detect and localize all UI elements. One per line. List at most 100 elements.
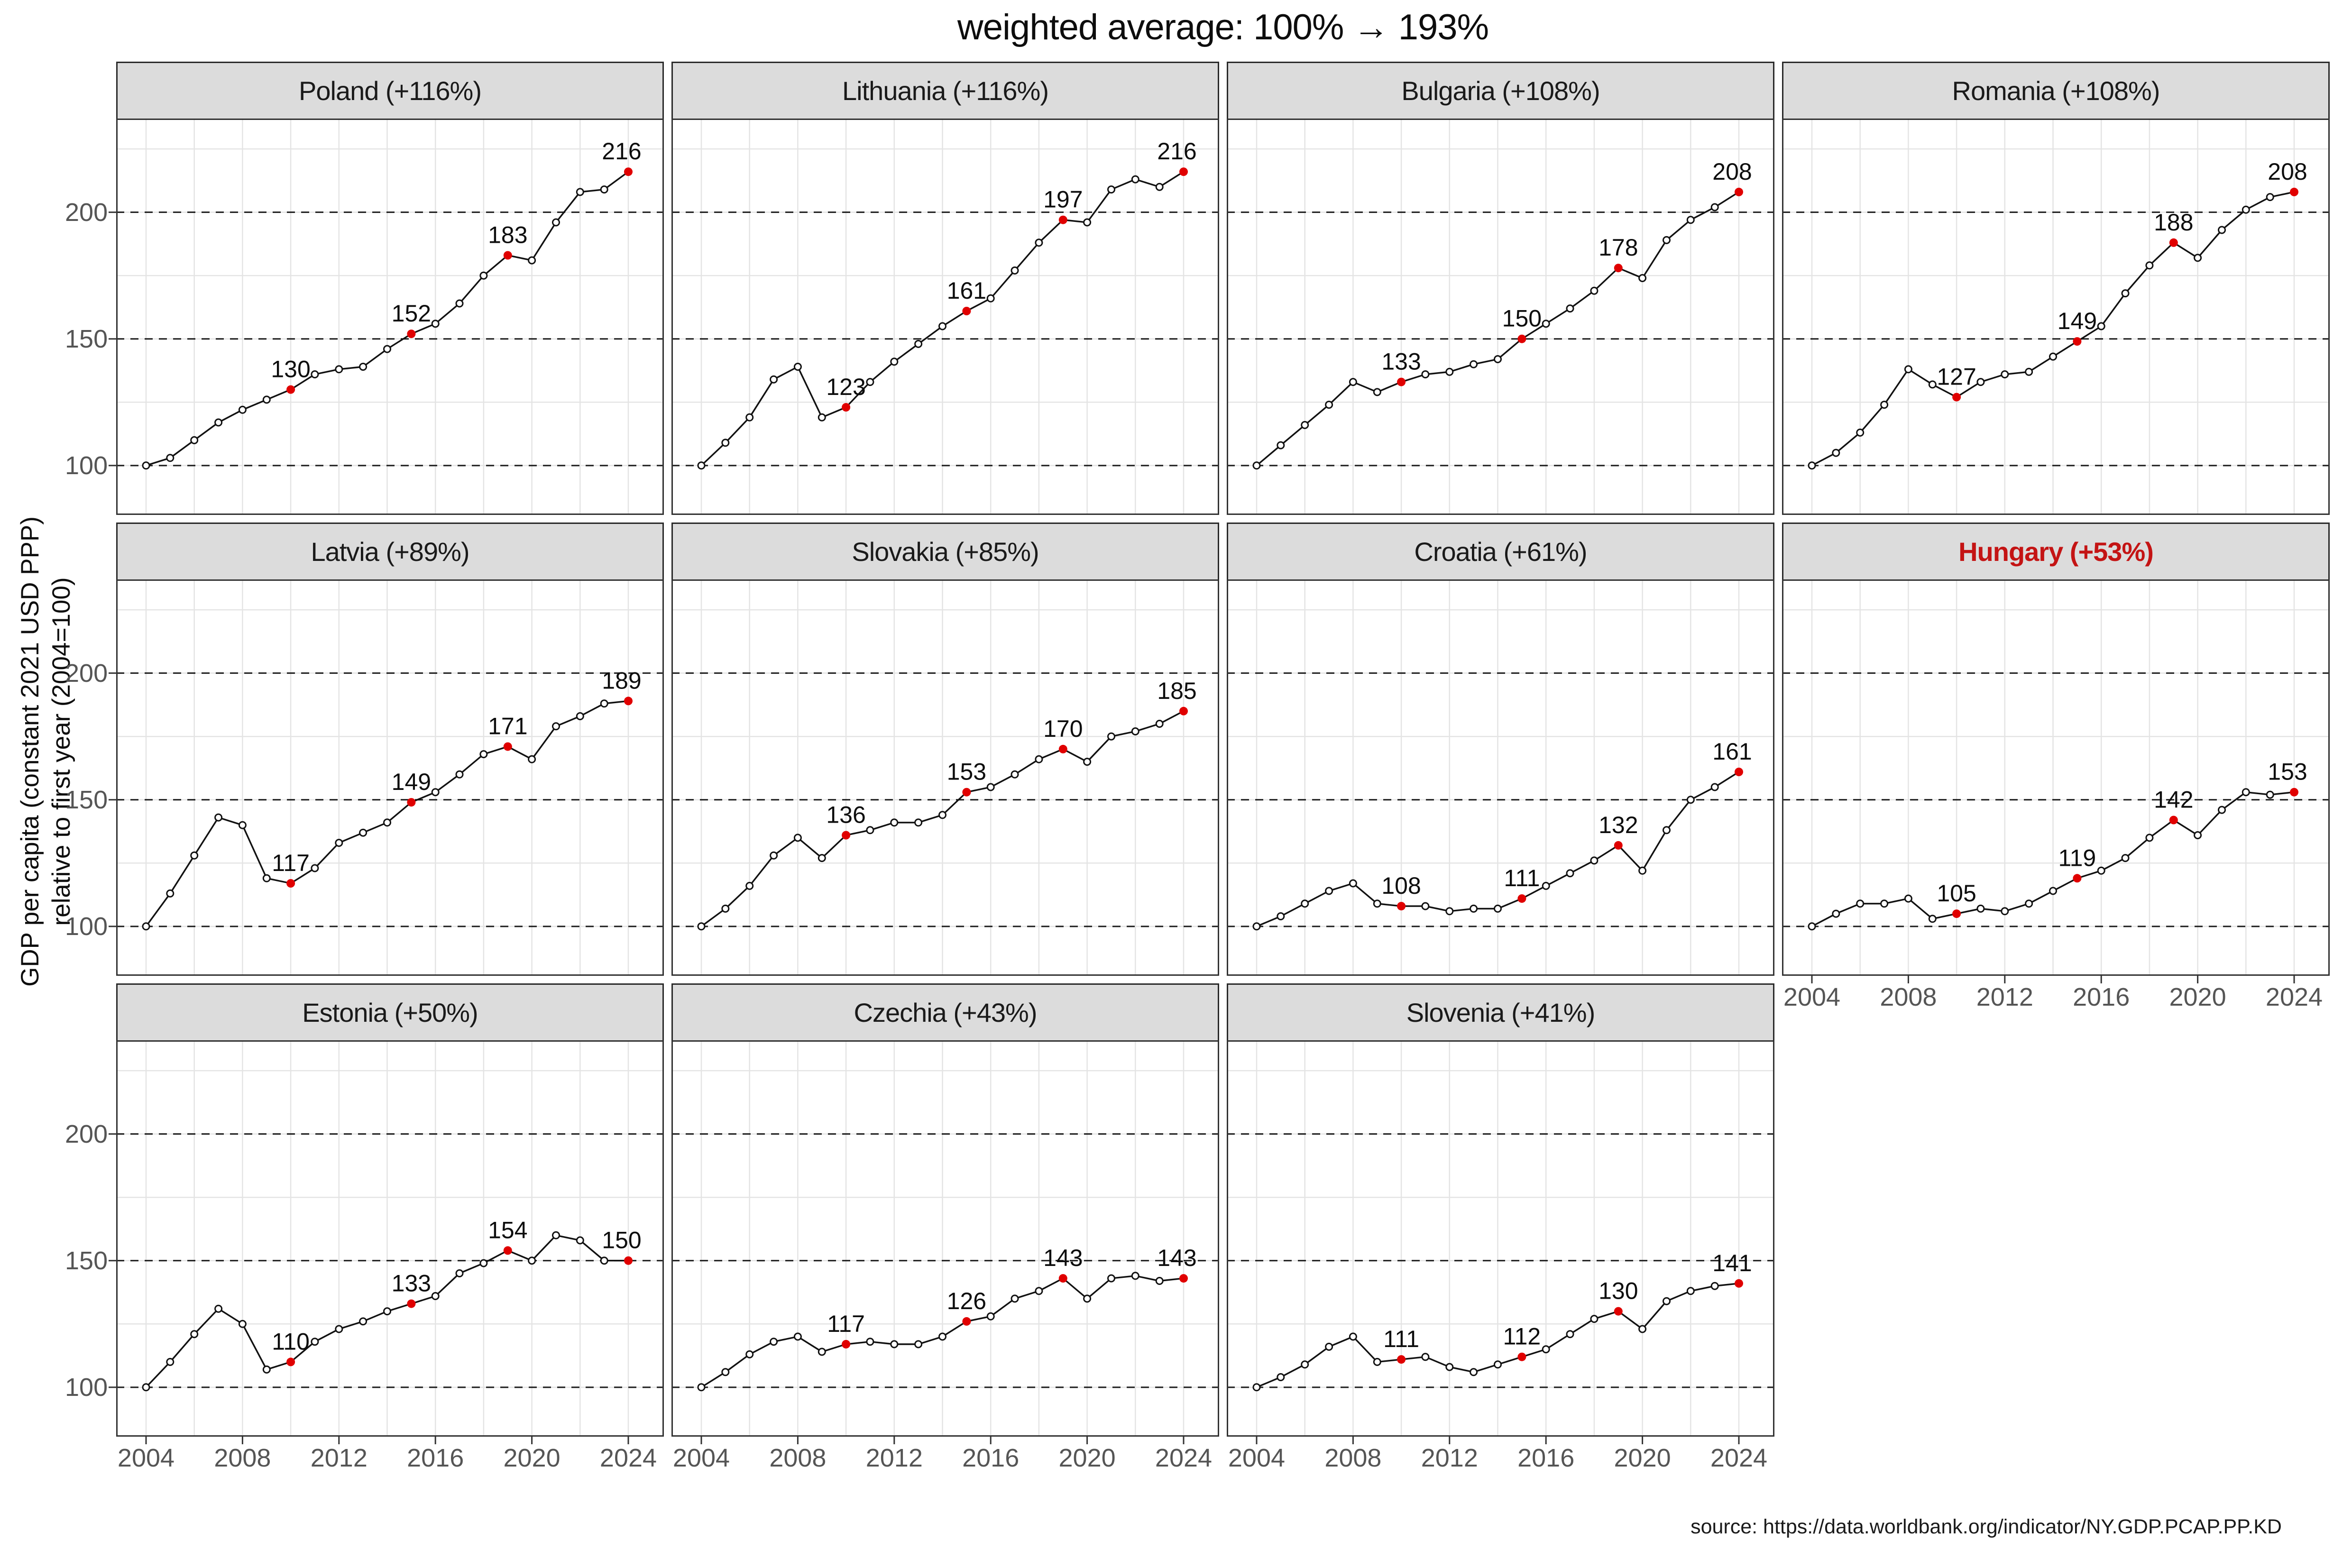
x-axis-ticks: 2004 2008 2012 2016 2020 2024 bbox=[671, 1437, 1219, 1473]
y-axis-title-line1: GDP per capita (constant 2021 USD PPP) bbox=[16, 516, 44, 987]
svg-text:132: 132 bbox=[1599, 812, 1638, 838]
svg-text:171: 171 bbox=[488, 713, 527, 740]
x-tick-label: 2012 bbox=[1976, 983, 2033, 1011]
x-tick-label: 2008 bbox=[1324, 1444, 1382, 1472]
svg-text:112: 112 bbox=[1503, 1323, 1541, 1350]
x-tick-label: 2016 bbox=[407, 1444, 464, 1472]
panel-slovenia: Slovenia (+41%) 111 112 130 141 2004 2008 2012 2… bbox=[1227, 983, 1774, 1473]
svg-text:197: 197 bbox=[1043, 186, 1083, 213]
x-tick-label: 2024 bbox=[1710, 1444, 1768, 1472]
x-axis-ticks: 2004 2008 2012 2016 2020 2024 bbox=[1782, 976, 2330, 1012]
plot-slovakia: 136 153 170 185 bbox=[671, 579, 1219, 976]
y-tick-label: 200 bbox=[65, 1119, 108, 1148]
svg-text:126: 126 bbox=[947, 1288, 986, 1314]
y-axis-title: GDP per capita (constant 2021 USD PPP) r… bbox=[10, 62, 82, 1441]
panel-title-slovenia: Slovenia (+41%) bbox=[1227, 983, 1774, 1040]
svg-text:136: 136 bbox=[826, 802, 865, 828]
x-tick-label: 2004 bbox=[1228, 1444, 1286, 1472]
panels-grid: Poland (+116%) 130 152 183 216 100 150 200 Lithu… bbox=[65, 62, 2330, 1473]
svg-text:183: 183 bbox=[488, 222, 527, 248]
svg-text:143: 143 bbox=[1157, 1245, 1196, 1271]
panel-title-latvia: Latvia (+89%) bbox=[116, 523, 664, 579]
svg-text:170: 170 bbox=[1043, 715, 1083, 742]
plot-romania: 127 149 188 208 bbox=[1782, 119, 2330, 515]
panel-croatia: Croatia (+61%) 108 111 132 161 bbox=[1227, 523, 1774, 976]
svg-text:110: 110 bbox=[272, 1328, 310, 1355]
svg-text:105: 105 bbox=[1937, 880, 1976, 907]
panel-bulgaria: Bulgaria (+108%) 133 150 178 208 bbox=[1227, 62, 1774, 515]
svg-text:185: 185 bbox=[1157, 678, 1196, 704]
plot-lithuania: 123 161 197 216 bbox=[671, 119, 1219, 515]
y-tick-label: 200 bbox=[65, 198, 108, 227]
y-tick-label: 150 bbox=[65, 785, 108, 814]
plot-hungary: 105 119 142 153 bbox=[1782, 579, 2330, 983]
y-tick-label: 100 bbox=[65, 912, 108, 941]
panel-title-lithuania: Lithuania (+116%) bbox=[671, 62, 1219, 119]
panel-title-slovakia: Slovakia (+85%) bbox=[671, 523, 1219, 579]
panel-romania: Romania (+108%) 127 149 188 208 bbox=[1782, 62, 2330, 515]
panel-title-estonia: Estonia (+50%) bbox=[116, 983, 664, 1040]
svg-text:130: 130 bbox=[271, 356, 310, 383]
x-axis-ticks: 2004 2008 2012 2016 2020 2024 bbox=[1227, 1437, 1774, 1473]
svg-text:142: 142 bbox=[2154, 787, 2193, 813]
x-tick-label: 2020 bbox=[1058, 1444, 1116, 1472]
source-caption: source: https://data.worldbank.org/indic… bbox=[1690, 1515, 2282, 1538]
svg-text:130: 130 bbox=[1599, 1278, 1638, 1304]
plot-slovenia: 111 112 130 141 bbox=[1227, 1040, 1774, 1444]
y-tick-label: 200 bbox=[65, 659, 108, 688]
svg-text:133: 133 bbox=[1381, 348, 1421, 375]
panel-title-hungary: Hungary (+53%) bbox=[1782, 523, 2330, 579]
svg-text:153: 153 bbox=[947, 759, 986, 785]
plot-czechia: 117 126 143 143 bbox=[671, 1040, 1219, 1444]
panel-latvia: Latvia (+89%) 117 149 171 189 100 150 200 bbox=[65, 523, 664, 976]
x-tick-label: 2020 bbox=[1614, 1444, 1671, 1472]
panel-hungary: Hungary (+53%) 105 119 142 153 2004 2008 2012 20… bbox=[1782, 523, 2330, 1011]
svg-text:117: 117 bbox=[272, 850, 310, 876]
x-tick-label: 2024 bbox=[599, 1444, 657, 1472]
svg-text:117: 117 bbox=[827, 1311, 865, 1337]
svg-text:127: 127 bbox=[1937, 364, 1976, 390]
svg-text:188: 188 bbox=[2154, 209, 2193, 236]
x-tick-label: 2020 bbox=[503, 1444, 560, 1472]
panel-slovakia: Slovakia (+85%) 136 153 170 185 bbox=[671, 523, 1219, 976]
svg-text:152: 152 bbox=[392, 300, 431, 327]
x-tick-label: 2024 bbox=[2265, 983, 2323, 1011]
x-tick-label: 2004 bbox=[672, 1444, 730, 1472]
x-tick-label: 2012 bbox=[310, 1444, 368, 1472]
plot-croatia: 108 111 132 161 bbox=[1227, 579, 1774, 976]
x-tick-label: 2004 bbox=[117, 1444, 175, 1472]
svg-text:143: 143 bbox=[1043, 1245, 1083, 1271]
svg-text:119: 119 bbox=[2058, 844, 2096, 871]
svg-text:216: 216 bbox=[602, 138, 641, 165]
svg-text:208: 208 bbox=[1712, 158, 1752, 185]
x-axis-ticks: 2004 2008 2012 2016 2020 2024 bbox=[116, 1437, 664, 1473]
panel-title-bulgaria: Bulgaria (+108%) bbox=[1227, 62, 1774, 119]
svg-text:161: 161 bbox=[947, 277, 986, 304]
x-tick-label: 2016 bbox=[2073, 983, 2130, 1011]
svg-text:154: 154 bbox=[488, 1217, 527, 1243]
svg-text:161: 161 bbox=[1712, 738, 1752, 765]
svg-text:189: 189 bbox=[602, 667, 641, 694]
svg-text:123: 123 bbox=[826, 374, 865, 400]
svg-text:216: 216 bbox=[1157, 138, 1196, 165]
panel-title-czechia: Czechia (+43%) bbox=[671, 983, 1219, 1040]
x-tick-label: 2008 bbox=[769, 1444, 827, 1472]
x-tick-label: 2012 bbox=[865, 1444, 923, 1472]
svg-text:149: 149 bbox=[392, 769, 431, 795]
panel-czechia: Czechia (+43%) 117 126 143 143 2004 2008 2012 20… bbox=[671, 983, 1219, 1473]
y-tick-label: 150 bbox=[65, 1246, 108, 1275]
svg-text:150: 150 bbox=[1502, 305, 1542, 332]
panel-title-poland: Poland (+116%) bbox=[116, 62, 664, 119]
svg-text:149: 149 bbox=[2058, 308, 2097, 334]
svg-text:141: 141 bbox=[1712, 1250, 1752, 1276]
x-tick-label: 2020 bbox=[2169, 983, 2226, 1011]
chart-title: weighted average: 100% → 193% bbox=[957, 7, 1489, 47]
svg-text:150: 150 bbox=[602, 1227, 641, 1254]
x-tick-label: 2024 bbox=[1155, 1444, 1213, 1472]
x-tick-label: 2016 bbox=[1517, 1444, 1575, 1472]
x-tick-label: 2012 bbox=[1421, 1444, 1478, 1472]
svg-text:178: 178 bbox=[1599, 234, 1638, 261]
svg-text:111: 111 bbox=[1504, 865, 1540, 891]
y-tick-label: 100 bbox=[65, 451, 108, 480]
x-tick-label: 2008 bbox=[1880, 983, 1937, 1011]
